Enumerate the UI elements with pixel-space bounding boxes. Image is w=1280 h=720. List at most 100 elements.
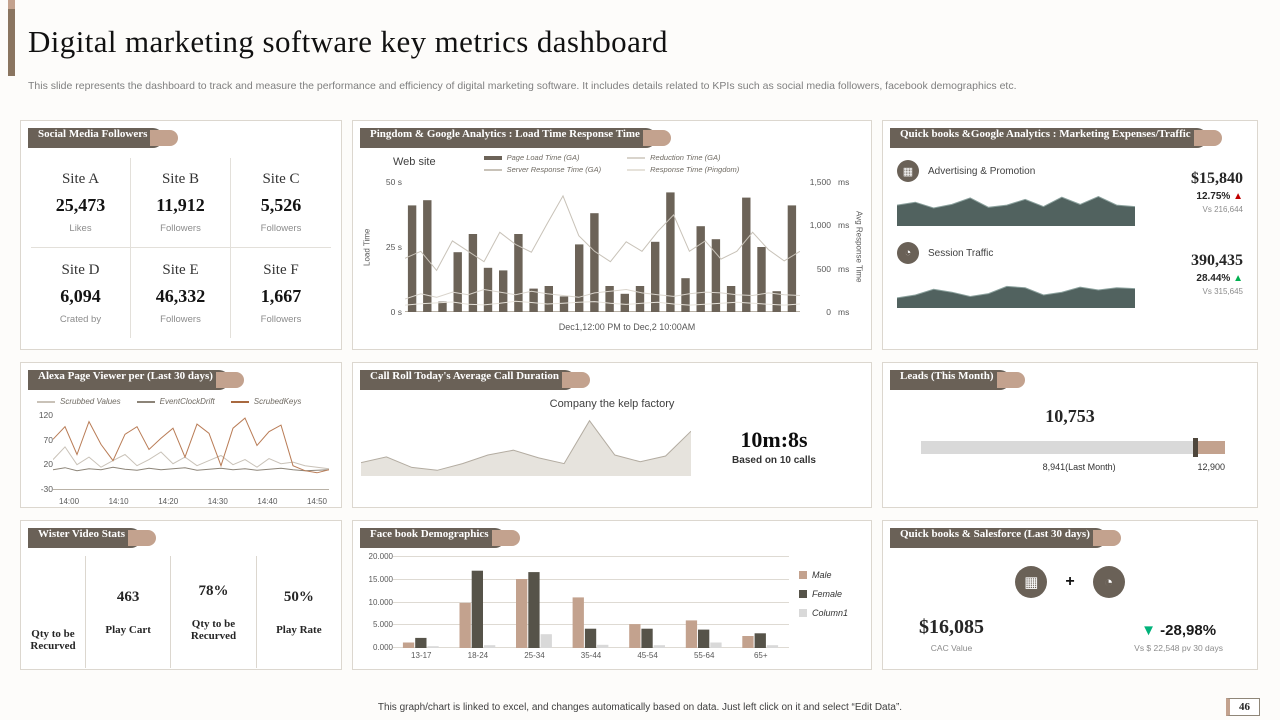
- tick-label: 50 s: [385, 177, 402, 187]
- panel-leads-this-month: Leads (This Month) 10,753 8,941(Last Mon…: [882, 362, 1258, 508]
- panel-pingdom-load-time: Pingdom & Google Analytics : Load Time R…: [352, 120, 872, 350]
- stats-row-header: Qty to be Recurved: [21, 556, 85, 668]
- cac-value: $16,085: [919, 616, 984, 638]
- expense-kpi: $15,840 12.75% ▲ Vs 216,644: [1147, 160, 1243, 214]
- alexa-line-chart[interactable]: [52, 414, 330, 490]
- expense-head: ▦ Advertising & Promotion: [897, 160, 1147, 182]
- tick-label: 14:40: [257, 497, 278, 506]
- tick-label: 13-17: [411, 651, 432, 660]
- facebook-chart-main: 13-17 18-24 25-34 35-44 45-54 55-64 65+: [393, 556, 789, 660]
- tick-label: 5.000: [372, 620, 393, 630]
- site-name: Site D: [61, 261, 100, 278]
- panel-marketing-expenses-traffic: Quick books &Google Analytics : Marketin…: [882, 120, 1258, 350]
- stat-value: 78%: [198, 582, 229, 599]
- panel-header-callroll: Call Roll Today's Average Call Duration: [360, 370, 590, 390]
- panel-header-leads: Leads (This Month): [890, 370, 1025, 390]
- duration-basis: Based on 10 calls: [732, 455, 816, 466]
- tick-label: 45-54: [637, 651, 658, 660]
- tick-label: 120: [38, 410, 53, 420]
- x-axis-ticks: 14:00 14:10 14:20 14:30 14:40 14:50: [59, 497, 327, 506]
- legend-item: Female: [799, 589, 861, 599]
- tick-label: 1,000: [809, 220, 831, 231]
- site-label: Followers: [160, 223, 201, 234]
- legend-item: EventClockDrift: [136, 397, 215, 406]
- demographics-bar-chart[interactable]: [393, 556, 789, 648]
- site-value: 46,332: [155, 285, 206, 306]
- x-axis-ticks: 13-17 18-24 25-34 35-44 45-54 55-64 65+: [393, 651, 789, 660]
- kpi-change: 12.75% ▲: [1147, 191, 1243, 202]
- legend-item: ScrubedKeys: [230, 397, 301, 406]
- expense-chart-block: ◔ Session Traffic: [896, 242, 1147, 308]
- alexa-legend: Scrubbed Values EventClockDrift ScrubedK…: [37, 397, 341, 406]
- cac-value-block: $16,085 CAC Value: [919, 616, 984, 653]
- stat-value: 463: [116, 588, 140, 605]
- panel-header-wister: Wister Video Stats: [28, 528, 156, 548]
- y2-axis-ticks: 1,500 1,000 500 0: [803, 177, 831, 317]
- site-value: 1,667: [260, 285, 302, 306]
- legend-label: Male: [812, 570, 832, 580]
- panel-header-expenses: Quick books &Google Analytics : Marketin…: [890, 128, 1222, 148]
- tick-label: 1,500: [809, 177, 831, 187]
- kpi-comparison: Vs 216,644: [1202, 205, 1243, 214]
- y2-axis-units: ms ms ms ms: [834, 177, 850, 317]
- max-label: 12,900: [1197, 462, 1225, 472]
- tick-label: 55-64: [693, 651, 715, 660]
- video-stats-table: Qty to be Recurved 463 Play Cart 78% Qty…: [21, 556, 341, 668]
- social-cell-site-e: Site E 46,332 Followers: [131, 248, 231, 338]
- legend-label: Female: [812, 589, 843, 599]
- legend-item: Scrubbed Values: [37, 397, 121, 406]
- stat-cell: 78% Qty to be Recurved: [170, 556, 255, 668]
- tick-label: 0 s: [390, 307, 402, 317]
- site-label: Followers: [260, 313, 302, 325]
- up-arrow-icon: ▲: [1233, 191, 1243, 202]
- stat-label: Play Rate: [276, 623, 322, 636]
- cac-delta-pct: -28,98%: [1160, 622, 1217, 639]
- cac-value-label: CAC Value: [930, 643, 973, 653]
- site-label: Crated by: [59, 313, 102, 325]
- panel-average-call-duration: Call Roll Today's Average Call Duration …: [352, 362, 872, 508]
- expense-kpi: 390,435 28.44% ▲ Vs 315,645: [1147, 242, 1243, 296]
- x-axis-note: Dec1,12:00 PM to Dec,2 10:00AM: [558, 322, 696, 332]
- legend-item: Server Response Time (GA): [483, 165, 601, 174]
- leads-progress-bar[interactable]: [921, 438, 1225, 457]
- site-value: 5,526: [260, 195, 302, 215]
- quickbooks-icon: ▦: [1015, 566, 1048, 598]
- down-arrow-icon: ▼: [1141, 622, 1156, 639]
- call-duration-area-chart[interactable]: [360, 414, 692, 476]
- site-name: Site A: [61, 171, 100, 187]
- up-arrow-icon: ▲: [1233, 273, 1243, 284]
- expense-row-session-traffic: ◔ Session Traffic 390,435 28.44% ▲ Vs 31…: [896, 242, 1243, 308]
- legend-swatch-icon: [799, 609, 807, 617]
- tick-label: 14:00: [59, 497, 80, 506]
- salesforce-icon: ◔: [1092, 566, 1125, 598]
- tick-label: ms: [838, 263, 850, 274]
- tick-label: 15.000: [368, 574, 393, 584]
- session-traffic-area-chart[interactable]: [896, 272, 1136, 308]
- tick-label: ms: [838, 220, 850, 231]
- stat-label: Play Cart: [105, 623, 151, 636]
- kpi-change: 28.44% ▲: [1147, 273, 1243, 284]
- load-time-response-chart[interactable]: [404, 182, 801, 312]
- page-subtitle: This slide represents the dashboard to t…: [28, 80, 1017, 92]
- company-label: Company the kelp factory: [549, 398, 675, 410]
- legend-label: Column1: [812, 608, 849, 618]
- advertising-area-chart[interactable]: [896, 190, 1136, 226]
- panel-header-quickbooks-salesforce: Quick books & Salesforce (Last 30 days): [890, 528, 1121, 548]
- call-duration-kpi: 10m:8s Based on 10 calls: [691, 427, 857, 476]
- tick-label: 20: [43, 459, 53, 470]
- tick-label: 25 s: [385, 242, 402, 252]
- dashboard-grid: Social Media Followers Site A 25,473 Lik…: [20, 120, 1258, 670]
- social-cell-site-a: Site A 25,473 Likes: [31, 158, 131, 248]
- site-value: 11,912: [156, 195, 205, 215]
- legend-item: Page Load Time (GA): [483, 153, 602, 162]
- site-value: 25,473: [55, 195, 106, 215]
- legend-swatch-icon: [230, 400, 249, 403]
- legend-item: Response Time (Pingdom): [627, 165, 739, 174]
- leads-progress-labels: 8,941(Last Month) 12,900: [921, 462, 1225, 476]
- stat-cell: 50% Play Rate: [255, 556, 341, 668]
- panel-social-media-followers: Social Media Followers Site A 25,473 Lik…: [20, 120, 342, 350]
- social-followers-table: Site A 25,473 Likes Site B 11,912 Follow…: [31, 158, 331, 338]
- legend-swatch-icon: [799, 590, 807, 598]
- tick-label: 500: [816, 263, 831, 274]
